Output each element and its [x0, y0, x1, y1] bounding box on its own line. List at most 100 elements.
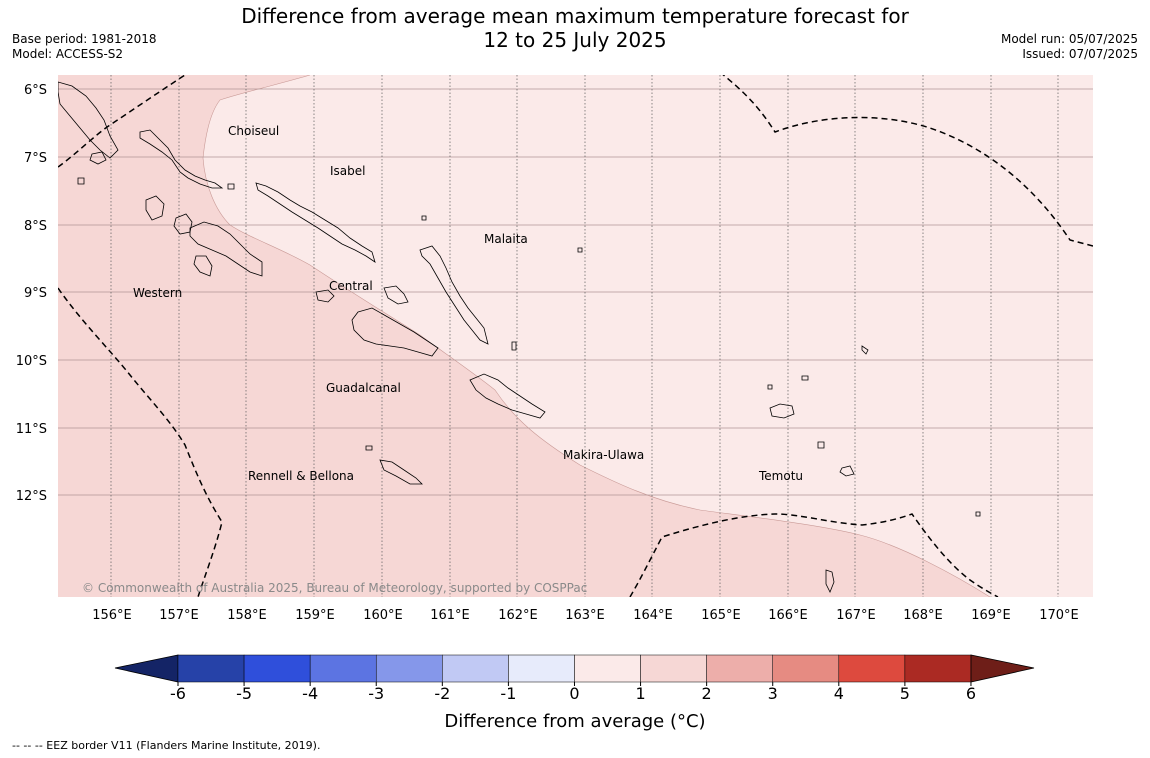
lat-label: 7°S — [24, 151, 47, 166]
island-utupua — [817, 441, 825, 449]
island-bellona — [365, 445, 373, 451]
lat-label: 6°S — [24, 83, 47, 98]
island-shortlands-2 — [77, 177, 85, 185]
lon-label: 158°E — [227, 608, 267, 623]
issued-date: Issued: 07/07/2025 — [1022, 47, 1138, 61]
island-ontong-java — [421, 215, 427, 221]
base-period: Base period: 1981-2018 — [12, 32, 157, 46]
lon-label: 163°E — [565, 608, 605, 623]
lon-label: 162°E — [498, 608, 538, 623]
island-ulawa — [511, 341, 517, 351]
island-new-georgia — [189, 221, 263, 277]
place-rennell-bellona: Rennell & Bellona — [248, 469, 354, 483]
colorbar-cell — [177, 654, 245, 683]
place-labels: Choiseul Isabel Malaita Western Central … — [133, 124, 803, 483]
island-reef-islands — [801, 375, 809, 381]
place-central: Central — [329, 279, 373, 293]
place-malaita: Malaita — [484, 232, 528, 246]
colorbar-cells — [177, 654, 972, 683]
colorbar: -6 -5 -4 -3 -2 -1 0 1 2 3 4 5 6 Difference from aver… — [114, 654, 1035, 732]
lat-label: 10°S — [16, 354, 47, 369]
island-duff — [861, 345, 869, 355]
island-choiseul — [139, 129, 224, 189]
island-outlines — [58, 81, 981, 593]
colorbar-cell — [838, 654, 906, 683]
lon-label: 164°E — [633, 608, 673, 623]
copyright-text: © Commonwealth of Australia 2025, Bureau… — [82, 581, 587, 595]
island-makira — [469, 373, 546, 419]
colorbar-tick-label: 4 — [834, 684, 844, 703]
colorbar-tick-label: -1 — [500, 684, 516, 703]
island-isabel — [255, 182, 376, 263]
colorbar-tick-label: 1 — [635, 684, 645, 703]
island-sikaiana — [577, 247, 583, 253]
island-rendova — [193, 255, 213, 277]
model-run: Model run: 05/07/2025 — [1000, 32, 1138, 46]
latitude-labels: 6°S 7°S 8°S 9°S 10°S 11°S 12°S — [16, 83, 47, 504]
colorbar-ticks: -6 -5 -4 -3 -2 -1 0 1 2 3 4 5 6 — [170, 682, 976, 703]
lat-label: 8°S — [24, 219, 47, 234]
place-guadalcanal: Guadalcanal — [326, 381, 401, 395]
island-tikopia — [975, 511, 981, 517]
lon-label: 160°E — [363, 608, 403, 623]
lon-label: 165°E — [701, 608, 741, 623]
meta-right: Model run: 05/07/2025 Issued: 07/07/2025 — [1001, 32, 1138, 62]
title-line-1: Difference from average mean maximum tem… — [241, 4, 909, 28]
island-south-small — [825, 569, 835, 593]
lat-label: 11°S — [16, 422, 47, 437]
colorbar-cell — [640, 654, 707, 683]
colorbar-tick-label: 6 — [966, 684, 976, 703]
place-isabel: Isabel — [330, 164, 365, 178]
longitude-labels: 156°E 157°E 158°E 159°E 160°E 161°E 162°… — [92, 608, 1079, 623]
colorbar-cell — [706, 654, 773, 683]
island-guadalcanal — [351, 307, 439, 357]
island-florida — [383, 285, 409, 305]
island-vanikoro — [839, 465, 855, 477]
eez-borders — [58, 75, 1093, 597]
model-name: Model: ACCESS-S2 — [12, 47, 124, 61]
colorbar-over-arrow — [970, 654, 1035, 683]
lon-label: 168°E — [903, 608, 943, 623]
colorbar-cell — [574, 654, 641, 683]
graticule — [58, 75, 1093, 597]
colorbar-tick-label: -2 — [434, 684, 450, 703]
colorbar-tick-label: 2 — [702, 684, 712, 703]
colorbar-tick-label: -3 — [368, 684, 384, 703]
lon-label: 166°E — [768, 608, 808, 623]
colorbar-tick-label: 5 — [900, 684, 910, 703]
colorbar-label: Difference from average (°C) — [444, 711, 705, 732]
place-makira-ulawa: Makira-Ulawa — [563, 448, 644, 462]
lon-label: 170°E — [1039, 608, 1079, 623]
island-shortland — [89, 151, 107, 165]
colorbar-cell — [772, 654, 840, 683]
lat-label: 9°S — [24, 286, 47, 301]
colorbar-cell — [375, 654, 443, 683]
lon-label: 157°E — [159, 608, 199, 623]
island-santa-cruz — [769, 403, 795, 419]
meta-left: Base period: 1981-2018 Model: ACCESS-S2 — [12, 32, 157, 62]
colorbar-cell — [442, 654, 509, 683]
island-malaita — [419, 245, 489, 345]
island-vella — [145, 195, 165, 221]
lon-label: 156°E — [92, 608, 132, 623]
island-choiseul-east — [227, 183, 235, 190]
latitude-lines — [58, 88, 1093, 496]
place-choiseul: Choiseul — [228, 124, 279, 138]
colorbar-cell — [904, 654, 972, 683]
colorbar-tick-label: 3 — [768, 684, 778, 703]
colorbar-under-arrow — [114, 654, 179, 683]
island-kolombangara — [173, 213, 193, 235]
colorbar-tick-label: -5 — [236, 684, 252, 703]
island-anuta — [767, 384, 773, 390]
island-russell — [315, 289, 335, 303]
lat-label: 12°S — [16, 489, 47, 504]
lon-label: 169°E — [971, 608, 1011, 623]
lon-label: 161°E — [430, 608, 470, 623]
colorbar-cell — [243, 654, 311, 683]
place-western: Western — [133, 286, 182, 300]
place-temotu: Temotu — [758, 469, 803, 483]
colorbar-tick-label: -4 — [302, 684, 318, 703]
longitude-lines — [110, 75, 1059, 597]
anomaly-fill — [58, 75, 1093, 597]
